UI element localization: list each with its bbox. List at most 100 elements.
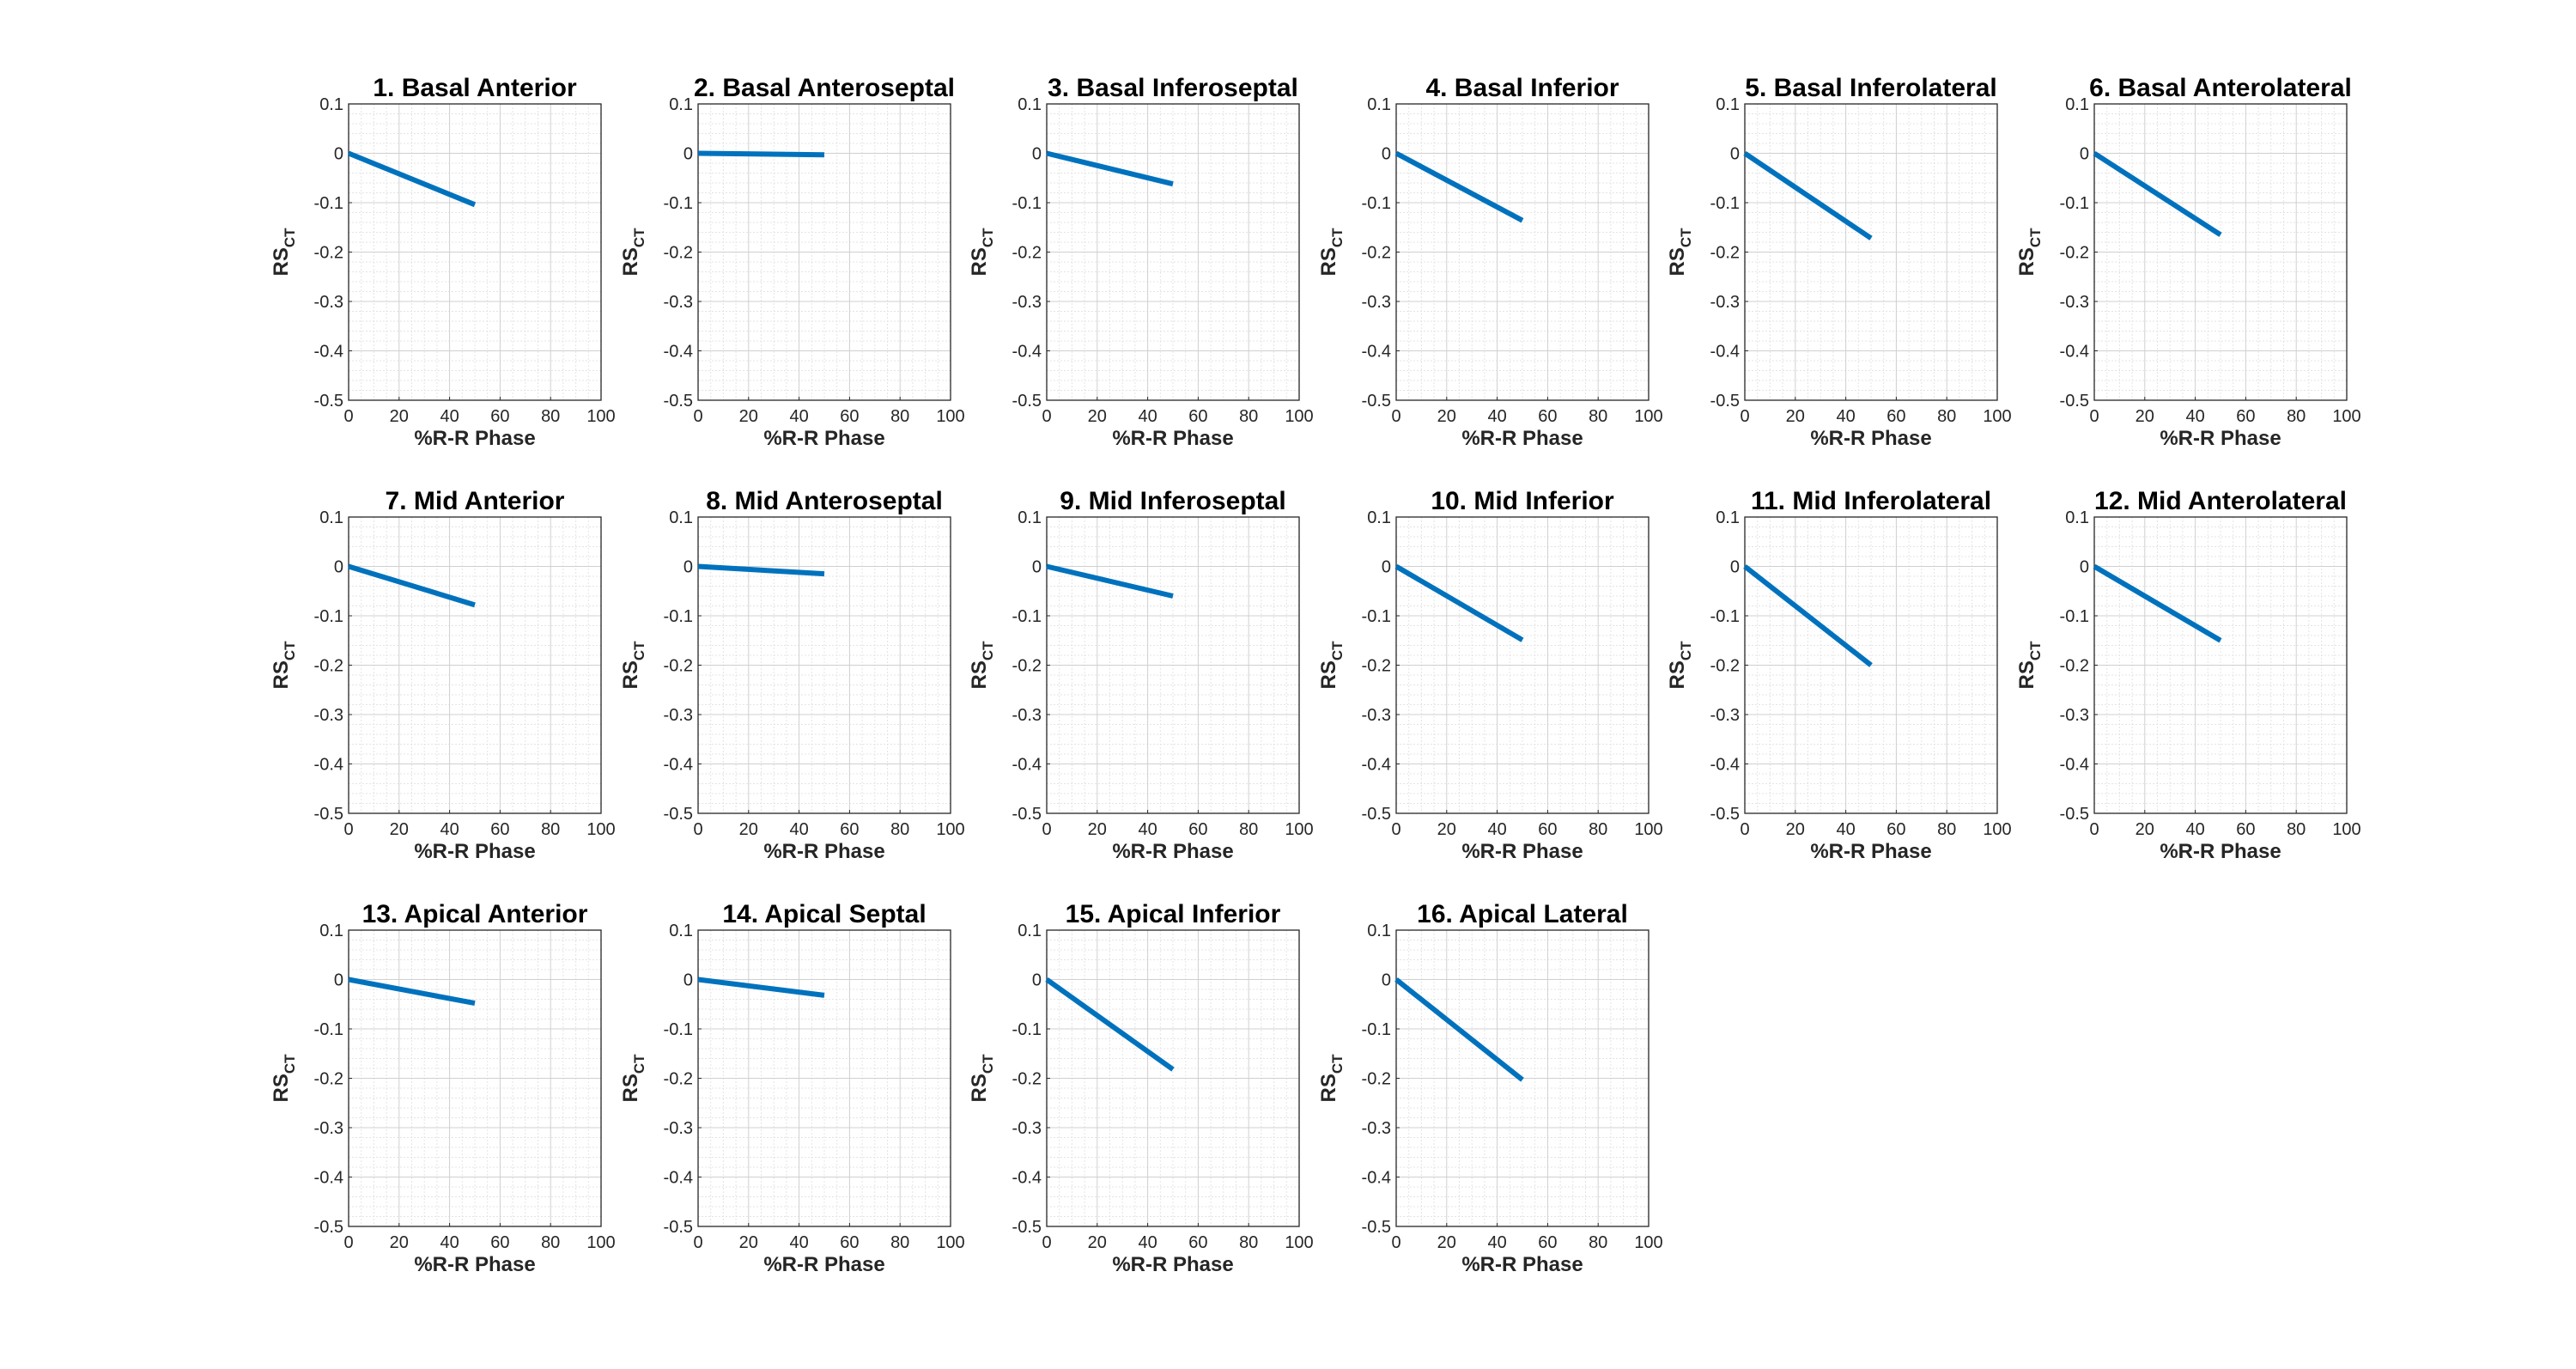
y-tick-label: -0.2 <box>1362 1070 1391 1089</box>
x-axis-label: %R-R Phase <box>1810 427 1931 450</box>
y-tick-label: -0.1 <box>2060 607 2089 626</box>
y-axis-label-subscript: CT <box>282 228 298 247</box>
y-axis-label-main: RS <box>968 660 991 689</box>
y-tick-label: 0 <box>1730 558 1740 577</box>
x-tick-label: 40 <box>789 820 808 839</box>
y-axis-label: RSCT <box>619 1054 647 1103</box>
y-tick-label: -0.2 <box>314 657 343 676</box>
subplot-title: 14. Apical Septal <box>722 900 926 928</box>
x-tick-label: 100 <box>1983 820 2011 839</box>
y-axis-label-subscript: CT <box>1329 1054 1346 1074</box>
x-tick-label: 40 <box>440 1233 459 1252</box>
x-tick-label: 60 <box>1538 407 1557 426</box>
subplot-13: 0 20 40 60 80 100 0.1 0 -0.1 -0.2 -0.3 -0.4 -0.5 13. … <box>270 900 616 1276</box>
y-tick-label: -0.1 <box>314 607 343 626</box>
y-tick-label: -0.5 <box>1362 805 1391 824</box>
x-tick-label: 100 <box>586 1233 615 1252</box>
subplot-title: 7. Mid Anterior <box>386 487 565 515</box>
subplot-title: 9. Mid Inferoseptal <box>1060 487 1285 515</box>
y-tick-label: -0.1 <box>1710 194 1740 213</box>
y-axis-label-subscript: CT <box>980 1054 996 1074</box>
y-tick-label: -0.5 <box>314 805 343 824</box>
x-axis-label: %R-R Phase <box>1810 840 1931 863</box>
x-tick-label: 80 <box>541 407 560 426</box>
x-tick-label: 0 <box>1391 407 1400 426</box>
subplot-title: 16. Apical Lateral <box>1417 900 1628 928</box>
y-tick-label: -0.1 <box>2060 194 2089 213</box>
series-line <box>2093 563 2222 643</box>
y-tick-label: 0.1 <box>1018 95 1042 114</box>
y-tick-label: 0.1 <box>1367 922 1391 940</box>
x-tick-label: 60 <box>840 820 859 839</box>
y-tick-label: -0.5 <box>1012 805 1042 824</box>
x-tick-label: 100 <box>1983 407 2011 426</box>
y-tick-label: -0.3 <box>2060 706 2089 725</box>
x-tick-label: 100 <box>586 820 615 839</box>
series-line <box>1394 563 1524 642</box>
y-tick-label: -0.5 <box>1362 1218 1391 1237</box>
x-tick-label: 60 <box>490 1233 509 1252</box>
x-tick-label: 80 <box>890 820 909 839</box>
x-tick-label: 0 <box>1042 407 1051 426</box>
subplot-6: 0 20 40 60 80 100 0.1 0 -0.1 -0.2 -0.3 -0.4 -0.5 6. B… <box>2015 74 2361 450</box>
y-tick-label: -0.3 <box>1012 1119 1042 1138</box>
subplot-1: 0 20 40 60 80 100 0.1 0 -0.1 -0.2 -0.3 -0.4 -0.5 1. B… <box>270 74 616 450</box>
y-tick-label: 0.1 <box>319 95 343 114</box>
x-tick-label: 60 <box>2236 407 2255 426</box>
y-tick-label: 0.1 <box>669 922 693 940</box>
x-tick-label: 40 <box>1138 820 1157 839</box>
y-tick-label: -0.2 <box>1362 657 1391 676</box>
y-axis-label-subscript: CT <box>1678 641 1694 660</box>
y-tick-label: -0.1 <box>1362 194 1391 213</box>
y-tick-label: -0.5 <box>1710 805 1740 824</box>
subplot-title: 13. Apical Anterior <box>362 900 588 928</box>
x-tick-label: 20 <box>390 1233 409 1252</box>
major-grid <box>1396 104 1649 400</box>
y-tick-label: -0.4 <box>664 1169 693 1188</box>
y-axis-label: RSCT <box>619 228 647 277</box>
y-axis-label: RSCT <box>270 228 298 277</box>
y-tick-label: -0.3 <box>1012 706 1042 725</box>
y-axis-label-subscript: CT <box>631 228 647 247</box>
subplot-15: 0 20 40 60 80 100 0.1 0 -0.1 -0.2 -0.3 -0.4 -0.5 15. … <box>968 900 1314 1276</box>
y-tick-label: -0.2 <box>314 1070 343 1089</box>
y-tick-label: 0.1 <box>1716 508 1740 527</box>
y-tick-label: -0.3 <box>314 293 343 312</box>
subplot-title: 2. Basal Anteroseptal <box>694 74 955 102</box>
y-axis-label-main: RS <box>2015 660 2038 689</box>
y-tick-label: -0.3 <box>664 706 693 725</box>
y-axis-label-subscript: CT <box>2027 228 2044 247</box>
y-axis-label-subscript: CT <box>2027 641 2044 660</box>
y-tick-label: 0 <box>1382 971 1391 990</box>
subplot-title: 4. Basal Inferior <box>1425 74 1619 102</box>
x-tick-label: 100 <box>2332 820 2360 839</box>
x-tick-label: 20 <box>739 407 758 426</box>
x-tick-label: 0 <box>343 1233 353 1252</box>
y-tick-label: -0.5 <box>1012 1218 1042 1237</box>
x-tick-label: 40 <box>789 1233 808 1252</box>
major-grid <box>698 930 951 1226</box>
y-axis-label-subscript: CT <box>631 641 647 660</box>
x-tick-label: 80 <box>2287 407 2306 426</box>
major-grid <box>1396 517 1649 813</box>
y-tick-label: 0 <box>683 145 693 164</box>
y-tick-label: -0.4 <box>1362 343 1391 362</box>
x-tick-label: 100 <box>1634 407 1662 426</box>
x-tick-label: 20 <box>1088 407 1107 426</box>
y-tick-label: -0.4 <box>1012 756 1042 775</box>
y-tick-label: -0.4 <box>314 343 343 362</box>
y-tick-label: -0.3 <box>1012 293 1042 312</box>
x-tick-label: 40 <box>789 407 808 426</box>
x-tick-label: 60 <box>1188 407 1207 426</box>
y-tick-label: -0.3 <box>1362 706 1391 725</box>
y-tick-label: -0.5 <box>2060 805 2089 824</box>
y-tick-label: -0.1 <box>1012 1020 1042 1039</box>
major-grid <box>1745 104 1997 400</box>
y-axis-label: RSCT <box>2015 641 2044 690</box>
x-tick-label: 0 <box>2089 820 2099 839</box>
major-grid <box>1396 930 1649 1226</box>
y-tick-label: -0.1 <box>1362 607 1391 626</box>
series-line <box>348 563 476 608</box>
series-line <box>348 977 476 1007</box>
